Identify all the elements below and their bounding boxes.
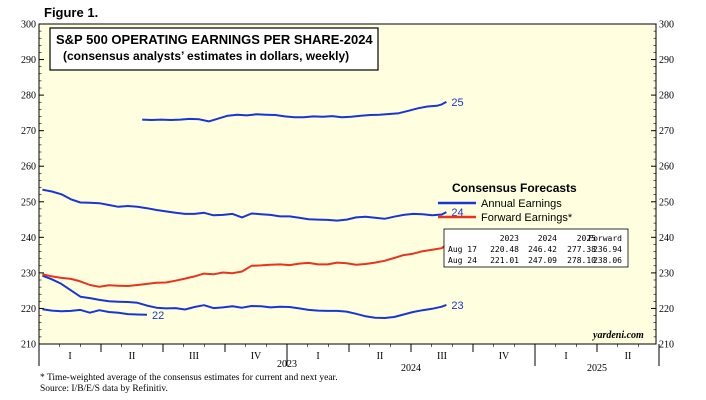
table-cell: Aug 17 [448,245,477,254]
y-tick-label-right: 300 [659,20,674,31]
y-tick-label-left: 210 [21,340,36,351]
x-quarter-label: II [129,351,136,362]
x-quarter-label: I [316,351,319,362]
y-tick-label-left: 280 [21,91,36,102]
y-tick-label-right: 280 [659,91,674,102]
series-line-25 [142,101,447,123]
chart-title: S&P 500 OPERATING EARNINGS PER SHARE-202… [56,32,373,47]
table-header: Forward [588,234,622,243]
table-cell: Aug 24 [448,256,477,265]
plot-area [38,23,657,345]
table-cell: 220.48 [490,245,519,254]
estimates-table-box [443,228,629,268]
x-quarter-label: III [189,351,199,362]
legend-entry-annual: Annual Earnings [481,198,562,210]
chart-subtitle: (consensus analysts’ estimates in dollar… [63,49,349,63]
series-end-label: 25 [451,97,463,109]
y-tick-label-right: 210 [659,340,674,351]
x-quarter-label: I [564,351,567,362]
y-tick-label-right: 270 [659,126,674,137]
table-cell: 277.38 [567,245,596,254]
y-tick-label-left: 220 [21,304,36,315]
y-tick-label-right: 230 [659,268,674,279]
chart-title-box [49,27,379,71]
y-tick-label-right: 240 [659,233,674,244]
series-end-label: 23 [451,300,463,312]
x-quarter-label: IV [499,351,510,362]
y-axis-right: 210 220 230 240 250 260 270 280 290 300 [651,20,674,351]
series-line-23 [42,274,447,319]
y-tick-label-left: 260 [21,162,36,173]
table-cell: 238.06 [593,256,622,265]
x-quarter-label: III [437,351,447,362]
table-cell: 246.42 [528,245,557,254]
x-quarter-label: II [625,351,632,362]
series-line-24 [42,188,447,222]
table-header: 2025 [577,234,596,243]
x-year-label: 2024 [401,363,421,374]
y-tick-label-right: 250 [659,197,674,208]
y-tick-label-left: 240 [21,233,36,244]
series-line-8-24 [42,243,448,288]
table-cell: 247.09 [528,256,557,265]
y-tick-label-left: 290 [21,55,36,66]
figure-label: Figure 1. [44,5,98,20]
y-tick-label-left: 250 [21,197,36,208]
y-tick-label-right: 290 [659,55,674,66]
y-tick-label-left: 230 [21,268,36,279]
series-line-22 [42,308,148,316]
legend-entry-forward: Forward Earnings* [481,212,573,224]
y-tick-label-left: 270 [21,126,36,137]
x-quarter-label: II [377,351,384,362]
y-tick-label-right: 220 [659,304,674,315]
source-note: Source: I/B/E/S data by Refinitiv. [40,383,168,394]
table-cell: 236.94 [593,245,622,254]
x-quarter-label: IV [251,351,262,362]
y-tick-label-right: 260 [659,162,674,173]
table-header: 2024 [538,234,557,243]
table-cell: 278.10 [567,256,596,265]
x-quarter-label: I [68,351,71,362]
series-end-label: 22 [152,310,164,322]
x-year-label: 2025 [587,363,607,374]
x-year-label: 2023 [277,359,297,370]
footnote: * Time-weighted average of the consensus… [40,372,338,383]
brand-watermark: yardeni.com [592,330,644,341]
y-tick-label-left: 300 [21,20,36,31]
table-cell: 221.01 [490,256,519,265]
legend-title: Consensus Forecasts [452,181,577,195]
y-axis-left: 210 220 230 240 250 260 270 280 290 300 [21,20,44,351]
table-header: 2023 [500,234,519,243]
series-layer [42,101,448,319]
